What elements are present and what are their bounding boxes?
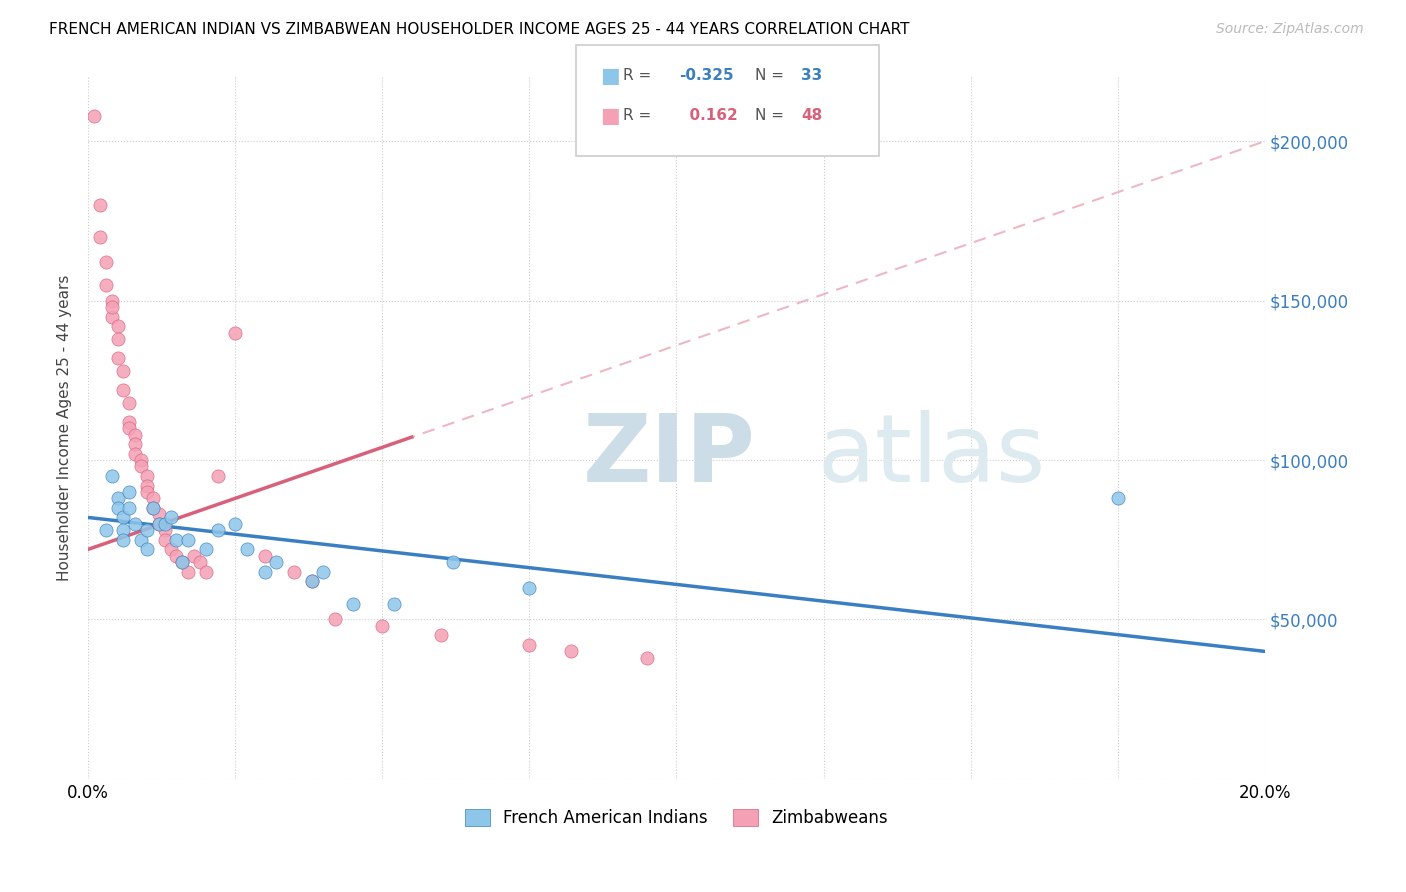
Point [94, 277, 117, 292]
Point [207, 523, 229, 537]
Text: R =: R = [623, 109, 651, 123]
Point [342, 597, 364, 611]
Point [153, 533, 176, 547]
Point [112, 533, 135, 547]
Point [118, 485, 141, 500]
Point [94, 523, 117, 537]
Point [236, 542, 259, 557]
Point [83, 109, 105, 123]
Text: -0.325: -0.325 [679, 69, 734, 83]
Point [153, 523, 176, 537]
Point [136, 523, 159, 537]
Point [89, 198, 111, 212]
Point [107, 332, 129, 346]
Point [441, 555, 464, 569]
Point [224, 326, 246, 340]
Point [136, 469, 159, 483]
Text: atlas: atlas [818, 410, 1046, 502]
Text: Source: ZipAtlas.com: Source: ZipAtlas.com [1216, 22, 1364, 37]
Point [188, 555, 211, 569]
Point [100, 469, 122, 483]
Point [430, 628, 453, 642]
Point [148, 516, 170, 531]
Point [207, 469, 229, 483]
Point [253, 549, 276, 563]
Point [118, 500, 141, 515]
Point [636, 650, 658, 665]
Point [183, 549, 205, 563]
Point [177, 565, 200, 579]
Point [253, 565, 276, 579]
Point [136, 542, 159, 557]
Text: 33: 33 [801, 69, 823, 83]
Text: 48: 48 [801, 109, 823, 123]
Text: FRENCH AMERICAN INDIAN VS ZIMBABWEAN HOUSEHOLDER INCOME AGES 25 - 44 YEARS CORRE: FRENCH AMERICAN INDIAN VS ZIMBABWEAN HOU… [49, 22, 910, 37]
Point [371, 619, 394, 633]
Point [266, 555, 288, 569]
Point [323, 612, 346, 626]
Point [172, 555, 194, 569]
Point [159, 542, 181, 557]
Text: ■: ■ [600, 66, 620, 86]
Point [118, 415, 141, 429]
Y-axis label: Householder Income Ages 25 - 44 years: Householder Income Ages 25 - 44 years [58, 275, 72, 582]
Point [118, 395, 141, 409]
Point [194, 565, 217, 579]
Point [107, 351, 129, 365]
Legend: French American Indians, Zimbabweans: French American Indians, Zimbabweans [458, 802, 894, 834]
Point [100, 293, 122, 308]
Point [312, 565, 335, 579]
Text: N =: N = [755, 109, 785, 123]
Point [129, 453, 152, 467]
Point [129, 459, 152, 474]
Point [124, 427, 146, 442]
Point [89, 230, 111, 244]
Point [153, 516, 176, 531]
Point [560, 644, 582, 658]
Point [177, 533, 200, 547]
Point [142, 500, 165, 515]
Point [194, 542, 217, 557]
Point [100, 300, 122, 314]
Point [142, 491, 165, 506]
Point [283, 565, 305, 579]
Point [124, 447, 146, 461]
Point [129, 533, 152, 547]
Point [136, 485, 159, 500]
Point [224, 516, 246, 531]
Point [165, 549, 187, 563]
Text: ZIP: ZIP [582, 410, 755, 502]
Text: ■: ■ [600, 106, 620, 126]
Point [107, 319, 129, 334]
Point [94, 255, 117, 269]
Point [301, 574, 323, 589]
Text: 0.162: 0.162 [679, 109, 738, 123]
Point [112, 510, 135, 524]
Text: R =: R = [623, 69, 651, 83]
Point [112, 383, 135, 397]
Point [107, 491, 129, 506]
Point [1107, 491, 1129, 506]
Point [519, 638, 541, 652]
Point [382, 597, 405, 611]
Point [142, 500, 165, 515]
Point [172, 555, 194, 569]
Point [118, 421, 141, 435]
Point [148, 508, 170, 522]
Point [124, 516, 146, 531]
Point [165, 533, 187, 547]
Text: N =: N = [755, 69, 785, 83]
Point [112, 364, 135, 378]
Point [159, 510, 181, 524]
Point [124, 437, 146, 451]
Point [100, 310, 122, 324]
Point [112, 523, 135, 537]
Point [136, 478, 159, 492]
Point [301, 574, 323, 589]
Point [107, 500, 129, 515]
Point [148, 516, 170, 531]
Point [519, 581, 541, 595]
